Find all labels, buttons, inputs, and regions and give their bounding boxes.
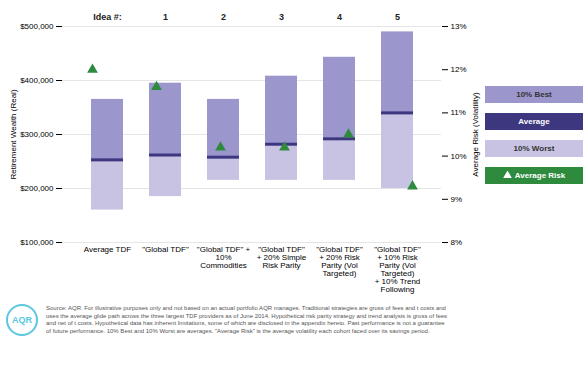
html-text:10% Worst: 10% Worst [513, 144, 555, 153]
svg-text:$200,000: $200,000 [20, 184, 54, 193]
svg-text:5: 5 [395, 12, 400, 22]
svg-text:3: 3 [279, 12, 284, 22]
svg-text:12%: 12% [451, 65, 467, 74]
html-text:Average: Average [518, 117, 550, 126]
svg-text:$500,000: $500,000 [20, 22, 54, 31]
svg-text:13%: 13% [451, 22, 467, 31]
svg-text:9%: 9% [451, 195, 463, 204]
svg-text:$400,000: $400,000 [20, 76, 54, 85]
svg-text:1: 1 [163, 12, 168, 22]
svg-text:Retirement Wealth (Real): Retirement Wealth (Real) [9, 89, 18, 179]
svg-text:8%: 8% [451, 238, 463, 247]
svg-text:"Global TDF"+ 20% RiskParity (: "Global TDF"+ 20% RiskParity (VolTargete… [316, 245, 363, 278]
svg-text:10%: 10% [451, 152, 467, 161]
svg-text:Average Risk (Volatility): Average Risk (Volatility) [471, 92, 480, 177]
svg-text:$300,000: $300,000 [20, 130, 54, 139]
html-text:AQR: AQR [12, 315, 32, 325]
svg-text:Idea #:: Idea #: [93, 12, 122, 22]
svg-text:11%: 11% [451, 108, 466, 117]
svg-text:Average TDF: Average TDF [84, 245, 131, 254]
svg-text:4: 4 [337, 12, 342, 22]
svg-text:$100,000: $100,000 [20, 238, 54, 247]
svg-text:"Global TDF"+ 10% RiskParity (: "Global TDF"+ 10% RiskParity (VolTargete… [374, 245, 421, 294]
html-text:Source: AQR. For illustrative: Source: AQR. For illustrative purposes o… [46, 305, 448, 334]
svg-text:"Global TDF": "Global TDF" [142, 245, 189, 254]
html-text:Average Risk: Average Risk [514, 171, 566, 180]
svg-text:"Global TDF"+ 20% SimpleRisk P: "Global TDF"+ 20% SimpleRisk Parity [257, 245, 307, 270]
svg-text:2: 2 [221, 12, 226, 22]
svg-text:"Global TDF" +10%Commodities: "Global TDF" +10%Commodities [197, 245, 251, 270]
html-text:10% Best: 10% Best [516, 90, 552, 99]
